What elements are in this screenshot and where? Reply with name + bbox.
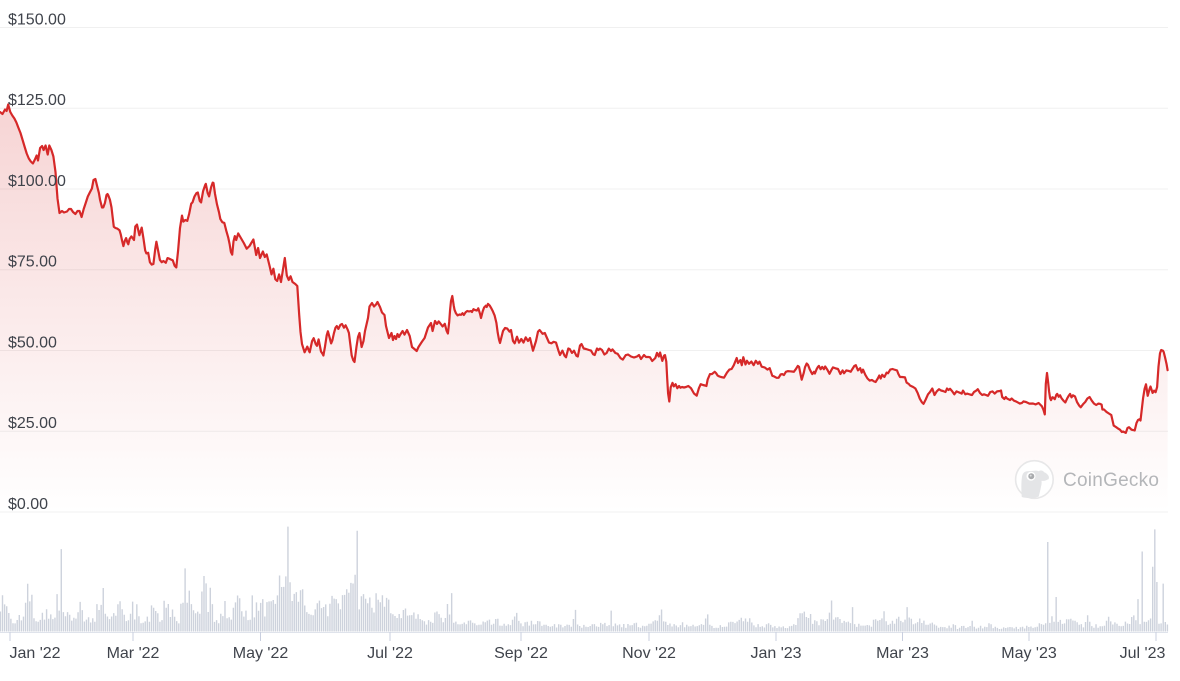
svg-text:$25.00: $25.00 xyxy=(8,415,57,432)
svg-text:$0.00: $0.00 xyxy=(8,496,48,513)
svg-text:Mar '22: Mar '22 xyxy=(107,645,160,662)
svg-text:May '23: May '23 xyxy=(1001,645,1057,662)
svg-text:$100.00: $100.00 xyxy=(8,173,66,190)
svg-text:Nov '22: Nov '22 xyxy=(622,645,676,662)
svg-text:May '22: May '22 xyxy=(233,645,289,662)
svg-text:Jan '22: Jan '22 xyxy=(9,645,60,662)
svg-text:Jan '23: Jan '23 xyxy=(750,645,801,662)
svg-text:Sep '22: Sep '22 xyxy=(494,645,548,662)
svg-text:$150.00: $150.00 xyxy=(8,11,66,28)
svg-text:Jul '22: Jul '22 xyxy=(367,645,413,662)
svg-text:Mar '23: Mar '23 xyxy=(876,645,929,662)
svg-text:$75.00: $75.00 xyxy=(8,254,57,271)
svg-text:Jul '23: Jul '23 xyxy=(1120,645,1166,662)
svg-text:$125.00: $125.00 xyxy=(8,92,66,109)
svg-text:$50.00: $50.00 xyxy=(8,334,57,351)
svg-text:CoinGecko: CoinGecko xyxy=(1063,470,1159,491)
